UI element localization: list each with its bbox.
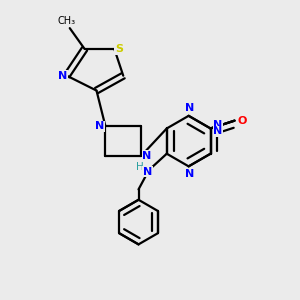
Text: N: N bbox=[143, 167, 152, 176]
Text: H: H bbox=[136, 162, 144, 172]
Text: N: N bbox=[95, 121, 104, 131]
Text: N: N bbox=[185, 169, 195, 179]
Text: N: N bbox=[213, 121, 223, 130]
Text: N: N bbox=[213, 126, 223, 136]
Text: S: S bbox=[115, 44, 123, 54]
Text: CH₃: CH₃ bbox=[58, 16, 76, 26]
Text: N: N bbox=[185, 103, 195, 113]
Text: O: O bbox=[237, 116, 247, 126]
Text: N: N bbox=[142, 151, 152, 161]
Text: N: N bbox=[58, 71, 67, 81]
